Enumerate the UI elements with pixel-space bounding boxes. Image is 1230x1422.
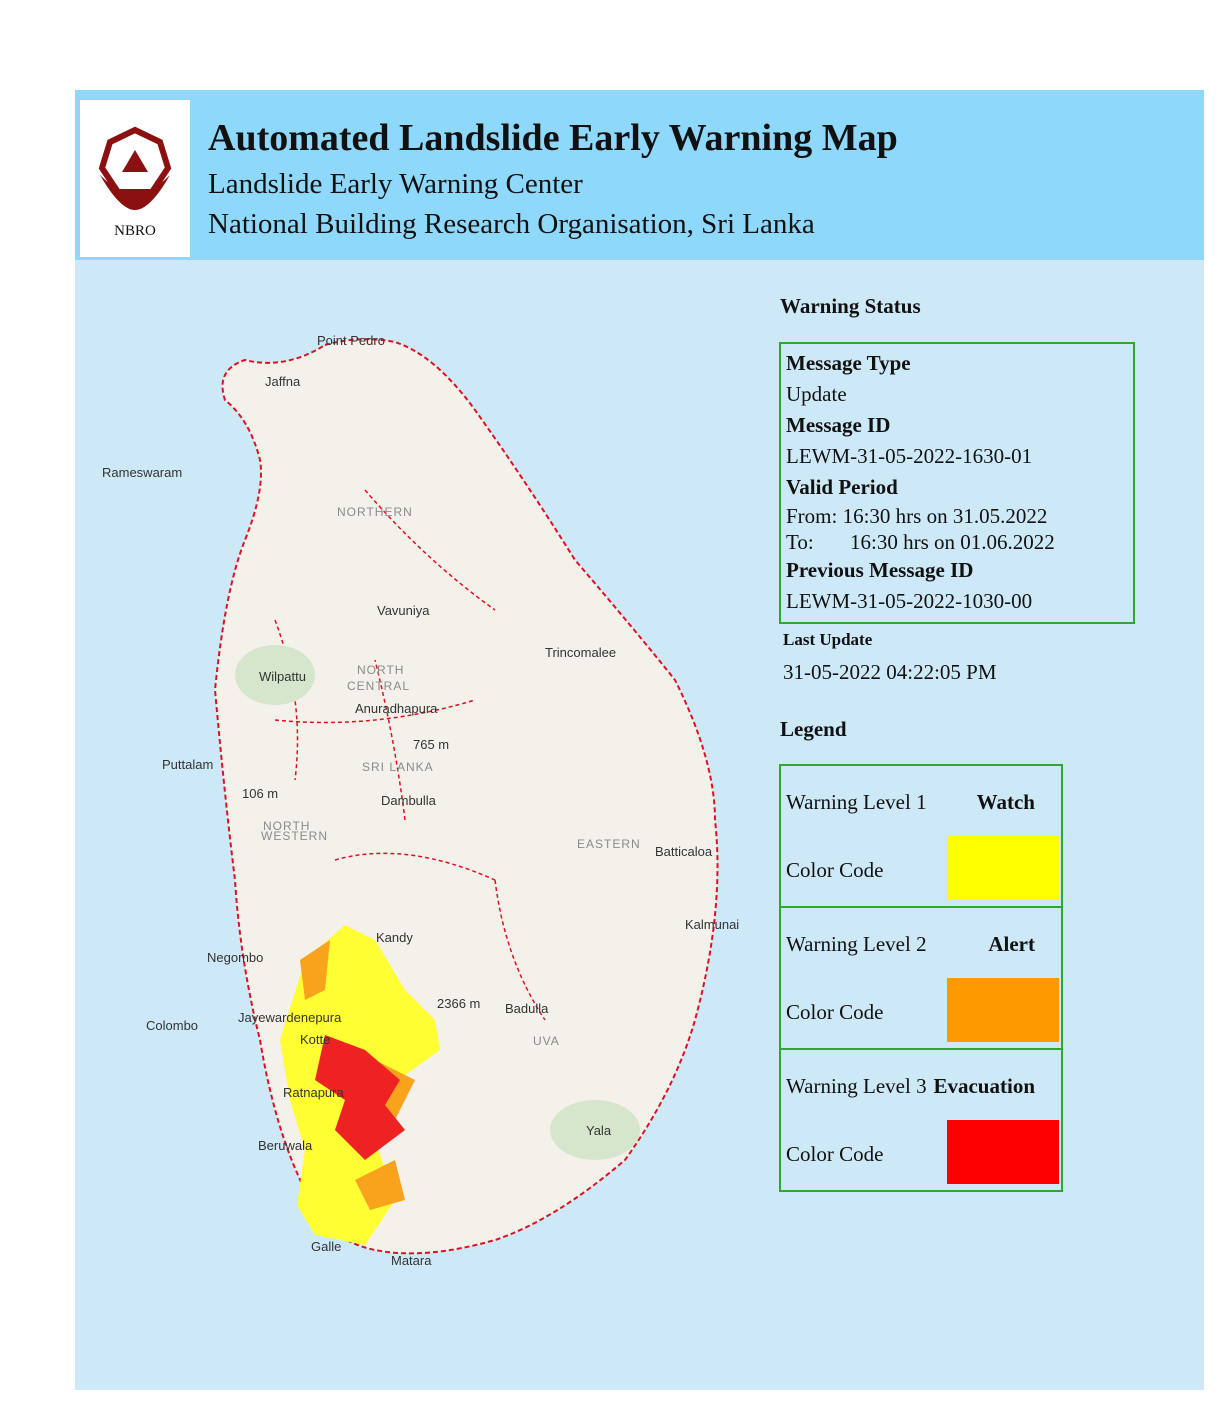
place-label: Badulla bbox=[505, 1001, 549, 1016]
park bbox=[550, 1100, 640, 1160]
place-label: 765 m bbox=[413, 737, 449, 752]
label: Message ID bbox=[786, 413, 891, 437]
place-label: SRI LANKA bbox=[362, 760, 434, 774]
level: Warning Level 1 bbox=[786, 790, 927, 814]
place-label: NORTH bbox=[357, 663, 404, 677]
logo-text: NBRO bbox=[114, 223, 156, 239]
place-label: WESTERN bbox=[261, 829, 328, 843]
legend-heading: Legend bbox=[780, 717, 847, 741]
label: Message Type bbox=[786, 351, 911, 375]
place-label: 2366 m bbox=[437, 996, 480, 1011]
evacuation-zone bbox=[315, 1035, 405, 1160]
place-label: Matara bbox=[391, 1253, 432, 1268]
place-label: Ratnapura bbox=[283, 1085, 344, 1100]
map-canvas: Point Pedro Jaffna Rameswaram NORTHERN Vavun… bbox=[102, 333, 739, 1268]
subtitle: Landslide Early Warning Center bbox=[208, 168, 583, 200]
place-label: Kandy bbox=[376, 930, 413, 945]
island bbox=[213, 338, 719, 1255]
color-swatch bbox=[947, 978, 1059, 1042]
map: Point Pedro Jaffna Rameswaram NORTHERN Vavun… bbox=[75, 260, 1204, 1390]
place-label: Kotte bbox=[300, 1032, 330, 1047]
color-swatch bbox=[947, 836, 1059, 900]
place-label: Vavuniya bbox=[377, 603, 430, 618]
place-label: EASTERN bbox=[577, 837, 641, 851]
place-label: CENTRAL bbox=[347, 679, 410, 693]
logo: NBRO bbox=[80, 100, 190, 257]
legend-row: Warning Level 3 Evacuation Color Code bbox=[779, 1050, 1063, 1192]
place-label: UVA bbox=[533, 1034, 560, 1048]
level-name: Alert bbox=[988, 932, 1035, 956]
legend-row: Warning Level 2 Alert Color Code bbox=[779, 908, 1063, 1050]
legend-row: Warning Level 1 Watch Color Code bbox=[779, 764, 1063, 908]
logo-icon: NBRO bbox=[98, 126, 172, 239]
value: 16:30 hrs on 31.05.2022 bbox=[842, 504, 1048, 528]
last-update: 31-05-2022 04:22:05 PM bbox=[783, 660, 997, 684]
place-label: Puttalam bbox=[162, 757, 213, 772]
place-label: Rameswaram bbox=[102, 465, 182, 480]
level-name: Watch bbox=[976, 790, 1035, 814]
organisation: National Building Research Organisation,… bbox=[208, 208, 815, 240]
place-label: Kalmunai bbox=[685, 917, 739, 932]
color-label: Color Code bbox=[786, 858, 884, 882]
color-swatch bbox=[947, 1120, 1059, 1184]
place-label: Negombo bbox=[207, 950, 263, 965]
value: LEWM-31-05-2022-1030-00 bbox=[786, 589, 1033, 613]
place-label: Galle bbox=[311, 1239, 341, 1254]
park bbox=[235, 645, 315, 705]
place-label: Jayewardenepura bbox=[238, 1010, 342, 1025]
value: LEWM-31-05-2022-1630-01 bbox=[786, 444, 1033, 468]
value: 16:30 hrs on 01.06.2022 bbox=[850, 530, 1055, 554]
last-update-label: Last Update bbox=[783, 630, 873, 649]
place-label: NORTHERN bbox=[337, 505, 413, 519]
value: Update bbox=[786, 382, 847, 406]
label: Valid Period bbox=[786, 475, 898, 499]
label: To: bbox=[786, 530, 814, 554]
place-label: Point Pedro bbox=[317, 333, 385, 348]
place-label: Batticaloa bbox=[655, 844, 713, 859]
level: Warning Level 3 bbox=[786, 1074, 927, 1098]
place-label: NORTH bbox=[263, 819, 310, 833]
warning-heading: Warning Status bbox=[780, 294, 921, 318]
label: Previous Message ID bbox=[786, 558, 974, 582]
place-label: Trincomalee bbox=[545, 645, 616, 660]
place-label: Wilpattu bbox=[259, 669, 306, 684]
title: Automated Landslide Early Warning Map bbox=[208, 117, 898, 159]
place-label: Beruwala bbox=[258, 1138, 313, 1153]
place-label: Anuradhapura bbox=[355, 701, 438, 716]
header bbox=[75, 90, 1204, 260]
color-label: Color Code bbox=[786, 1000, 884, 1024]
level-name: Evacuation bbox=[933, 1074, 1035, 1098]
level: Warning Level 2 bbox=[786, 932, 927, 956]
place-label: Yala bbox=[586, 1123, 612, 1138]
place-label: Jaffna bbox=[265, 374, 301, 389]
label: From: bbox=[786, 504, 838, 528]
place-label: 106 m bbox=[242, 786, 278, 801]
warning-box: Message Type Update Message ID LEWM-31-0… bbox=[779, 342, 1135, 624]
place-label: Dambulla bbox=[381, 793, 437, 808]
color-label: Color Code bbox=[786, 1142, 884, 1166]
place-label: Colombo bbox=[146, 1018, 198, 1033]
district-borders bbox=[274, 489, 546, 1021]
legend: Warning Level 1 Watch Color Code Warning Le… bbox=[779, 764, 1063, 1192]
